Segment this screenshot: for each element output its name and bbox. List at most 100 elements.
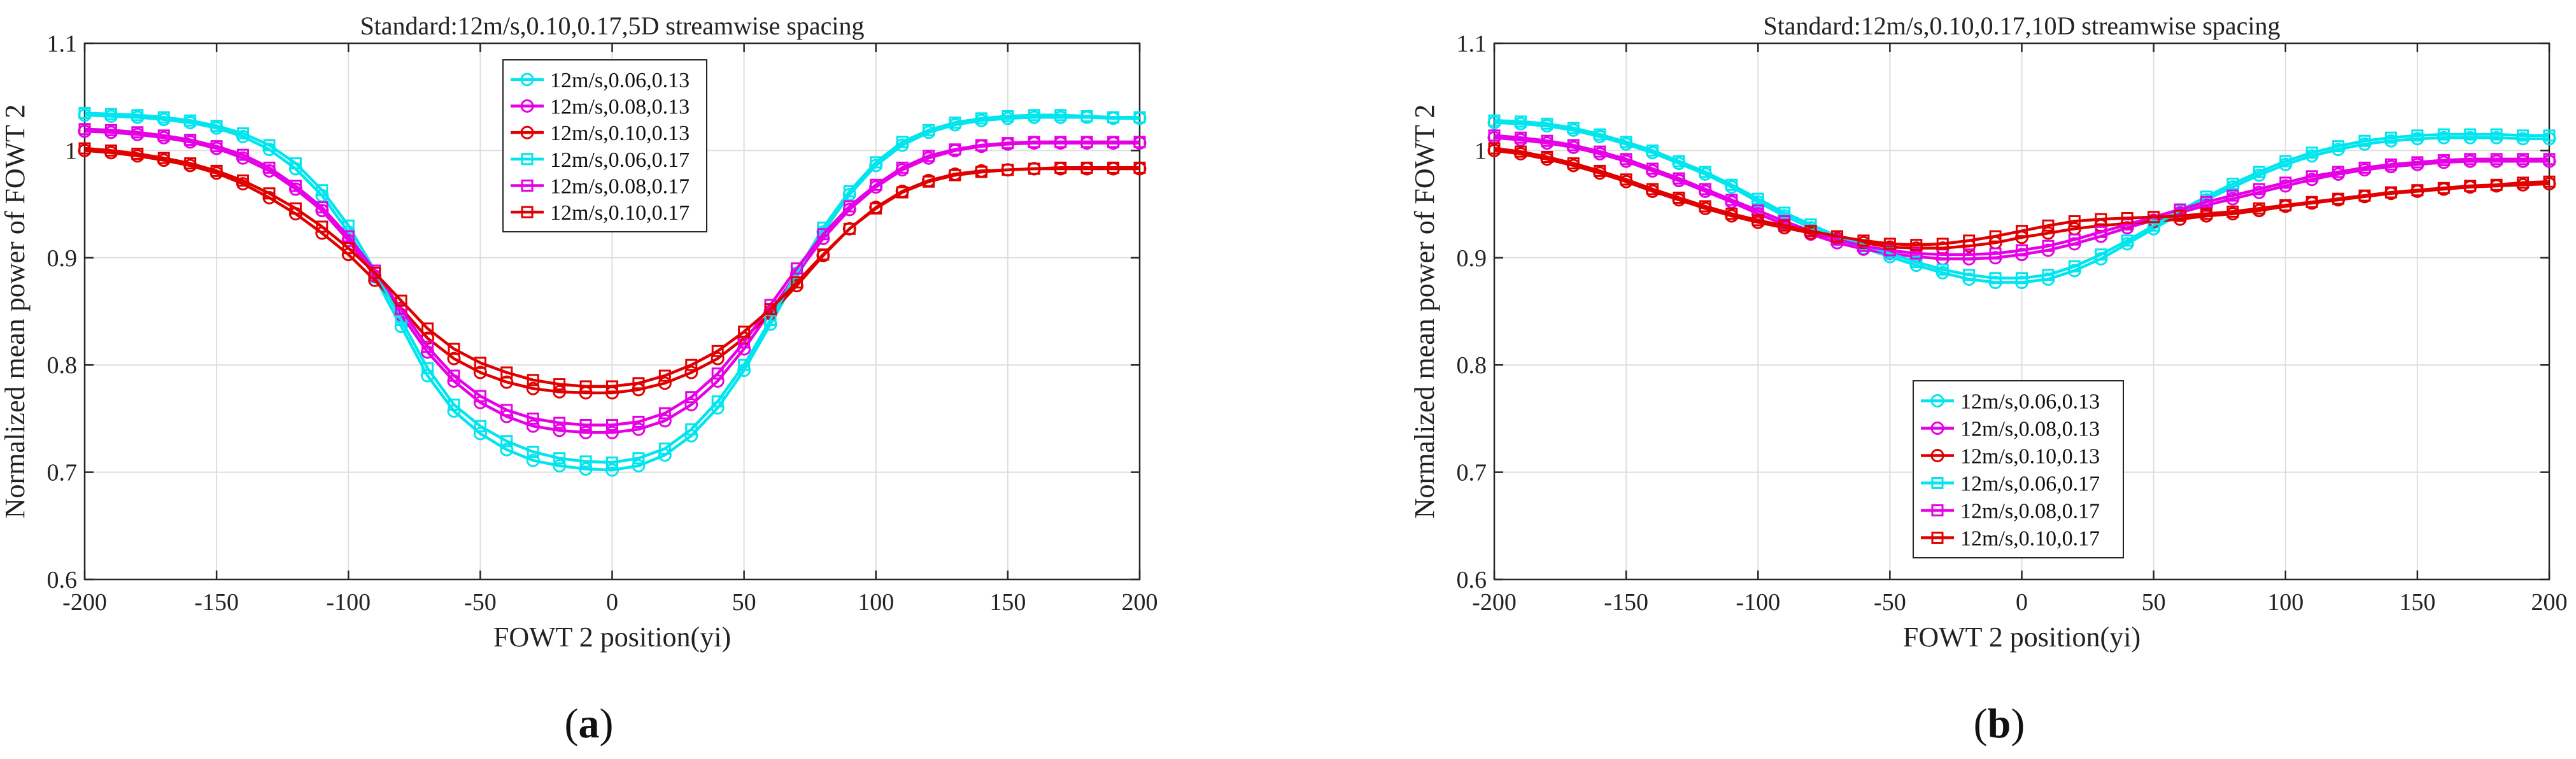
data-point (790, 262, 803, 275)
legend-swatch-marker (1931, 532, 1944, 544)
data-point (658, 376, 672, 390)
legend-swatch-marker (1931, 504, 1944, 516)
data-point (474, 357, 486, 369)
data-point (949, 143, 961, 156)
data-point (896, 136, 909, 148)
data-point (2464, 128, 2477, 141)
data-point (2200, 208, 2212, 220)
data-point (2095, 225, 2107, 238)
data-point (131, 109, 144, 122)
data-point (2437, 128, 2450, 141)
data-point (237, 148, 250, 161)
data-point (104, 124, 117, 136)
data-point (131, 126, 144, 139)
data-point (157, 152, 170, 164)
data-point (500, 435, 513, 448)
data-point (949, 117, 961, 129)
x-tick-label: 100 (2267, 589, 2304, 616)
x-axis-label: FOWT 2 position(yi) (1903, 621, 2141, 653)
x-tick-label: 200 (2531, 589, 2568, 616)
data-point (632, 377, 645, 390)
data-point (2517, 153, 2530, 166)
data-point (2437, 181, 2450, 194)
data-point (606, 456, 618, 469)
data-point (605, 425, 619, 439)
data-point (184, 157, 197, 170)
data-point (2490, 178, 2503, 191)
data-point (2174, 209, 2186, 222)
data-point (1541, 134, 1553, 147)
data-point (632, 422, 646, 436)
data-point (500, 443, 514, 457)
data-point (1054, 136, 1067, 148)
data-point (711, 367, 724, 380)
data-point (1133, 136, 1146, 148)
x-tick-label: -150 (1604, 589, 1648, 616)
y-tick-label: 0.6 (1457, 567, 1487, 593)
data-point (448, 369, 460, 382)
panel-caption: (b) (1974, 700, 2025, 747)
y-tick-label: 0.8 (47, 352, 78, 379)
data-point (1752, 192, 1764, 205)
data-point (2464, 180, 2477, 192)
x-tick-label: -100 (326, 589, 371, 616)
data-point (184, 114, 197, 127)
data-point (1725, 208, 1738, 220)
data-point (553, 452, 566, 465)
data-point (289, 202, 302, 215)
data-point (1725, 194, 1738, 206)
data-point (1699, 183, 1711, 195)
data-point (2358, 134, 2371, 147)
data-point (579, 462, 593, 476)
data-point (579, 419, 592, 432)
data-point (1107, 136, 1120, 148)
data-point (448, 399, 460, 411)
legend-entry: 12m/s,0.06,0.17 (550, 148, 690, 172)
y-axis-label: Normalized mean power of FOWT 2 (0, 104, 31, 518)
data-point (1620, 153, 1632, 166)
x-tick-label: -150 (194, 589, 239, 616)
data-point (2358, 189, 2371, 202)
data-point (632, 415, 645, 428)
data-point (2490, 128, 2503, 141)
data-point (316, 201, 329, 214)
data-point (1488, 142, 1501, 155)
data-point (1567, 139, 1580, 152)
data-point (2332, 192, 2345, 205)
data-point (2016, 244, 2028, 257)
data-point (1910, 247, 1923, 260)
data-point (553, 458, 567, 472)
data-point (1699, 200, 1711, 213)
data-point (2332, 140, 2345, 153)
data-point (1107, 111, 1120, 124)
data-point (658, 443, 671, 455)
data-point (1620, 136, 1632, 148)
data-point (1989, 247, 2002, 260)
data-point (395, 294, 407, 307)
data-point (2437, 154, 2450, 167)
x-tick-label: 100 (858, 589, 894, 616)
data-point (711, 344, 724, 357)
data-point (1488, 114, 1501, 127)
y-tick-label: 1.1 (47, 31, 78, 57)
legend-entry: 12m/s,0.06,0.13 (550, 69, 690, 92)
data-point (1028, 162, 1040, 175)
data-point (342, 230, 355, 243)
data-point (2543, 175, 2556, 188)
data-point (1963, 234, 1976, 247)
x-tick-label: -50 (1874, 589, 1906, 616)
data-point (579, 455, 592, 468)
data-point (685, 391, 698, 404)
data-point (2068, 260, 2081, 273)
data-point (553, 385, 567, 399)
data-point (104, 144, 117, 157)
data-point (1725, 178, 1738, 191)
legend-entry: 12m/s,0.10,0.13 (550, 122, 690, 145)
legend-swatch-marker (521, 153, 534, 166)
x-tick-label: 0 (2016, 589, 2028, 616)
legend-entry: 12m/s,0.10,0.13 (1960, 445, 2100, 469)
data-point (1514, 115, 1527, 128)
data-point (1910, 256, 1923, 269)
data-point (2358, 161, 2371, 174)
